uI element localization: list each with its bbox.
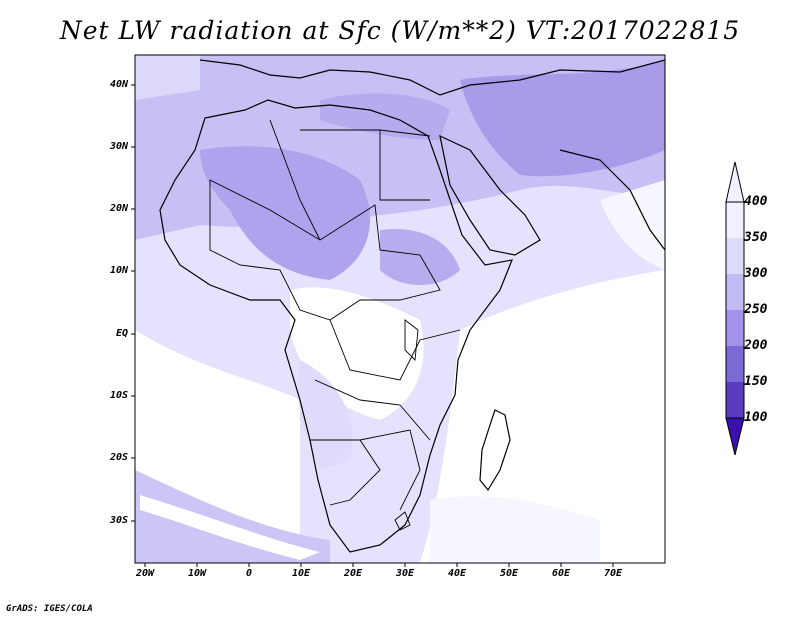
colorbar-label: 350 — [744, 230, 768, 245]
colorbar-swatch-4 — [726, 346, 744, 382]
borders-west-africa — [209, 179, 441, 321]
field-mediterranean — [320, 93, 450, 140]
coastlines — [159, 59, 665, 553]
colorbar — [725, 161, 745, 456]
field-sudan — [380, 229, 460, 285]
field-south-band — [135, 470, 330, 563]
lakes-and-lesotho — [394, 319, 419, 531]
field-indian-ocean — [420, 270, 665, 563]
lon-label: 70E — [603, 568, 623, 579]
grads-credit: GrADS: IGES/COLA — [6, 604, 93, 614]
colorbar-label: 250 — [744, 302, 768, 317]
colorbar-label: 150 — [744, 374, 768, 389]
colorbar-bottom-arrow — [726, 418, 744, 455]
lon-label: 0 — [245, 568, 253, 579]
colorbar-swatch-2 — [726, 274, 744, 310]
colorbar-label: 400 — [744, 194, 768, 209]
lat-label: 20S — [109, 452, 128, 463]
asia-coast — [559, 149, 665, 251]
lon-label: 30E — [395, 568, 415, 579]
field-south-indian — [430, 496, 600, 563]
europe-coast — [199, 59, 665, 96]
lon-label: 40E — [447, 568, 467, 579]
colorbar-label: 300 — [744, 266, 768, 281]
field-india — [600, 180, 665, 270]
lon-label: 20W — [135, 568, 155, 579]
lat-label: 10S — [109, 390, 128, 401]
lat-label: 30N — [109, 141, 128, 152]
colorbar-label: 100 — [744, 410, 768, 425]
colorbar-swatch-1 — [726, 238, 744, 274]
field-angola — [298, 360, 353, 470]
colorbar-swatch-3 — [726, 310, 744, 346]
colorbar-swatch-5 — [726, 382, 744, 418]
lon-label: 10E — [291, 568, 311, 579]
colorbar-label: 200 — [744, 338, 768, 353]
colorbar-swatch-0 — [726, 202, 744, 238]
lon-label: 10W — [187, 568, 207, 579]
map-title: Net LW radiation at Sfc (W/m**2) VT:2017… — [59, 16, 741, 45]
field-atlantic-nw — [135, 55, 200, 100]
lon-label: 20E — [343, 568, 363, 579]
field-sahara — [200, 146, 370, 280]
arabia-outline — [439, 134, 541, 256]
lat-label: 20N — [109, 203, 128, 214]
lon-label: 50E — [499, 568, 519, 579]
madagascar-outline — [479, 409, 511, 492]
plot-frame — [134, 54, 666, 564]
lat-label: 30S — [109, 515, 128, 526]
africa-outline — [159, 99, 513, 553]
map-field — [135, 55, 665, 563]
lat-label: 10N — [109, 265, 128, 276]
field-south-streak — [140, 495, 320, 560]
field-arabia-iran — [460, 60, 665, 177]
lat-label: 40N — [109, 79, 128, 90]
lon-label: 60E — [551, 568, 571, 579]
axis-ticks — [131, 84, 614, 567]
borders-north-africa — [269, 119, 461, 381]
lat-label: EQ — [115, 328, 128, 339]
borders-southern-africa — [310, 379, 431, 511]
colorbar-top-arrow — [726, 162, 744, 202]
